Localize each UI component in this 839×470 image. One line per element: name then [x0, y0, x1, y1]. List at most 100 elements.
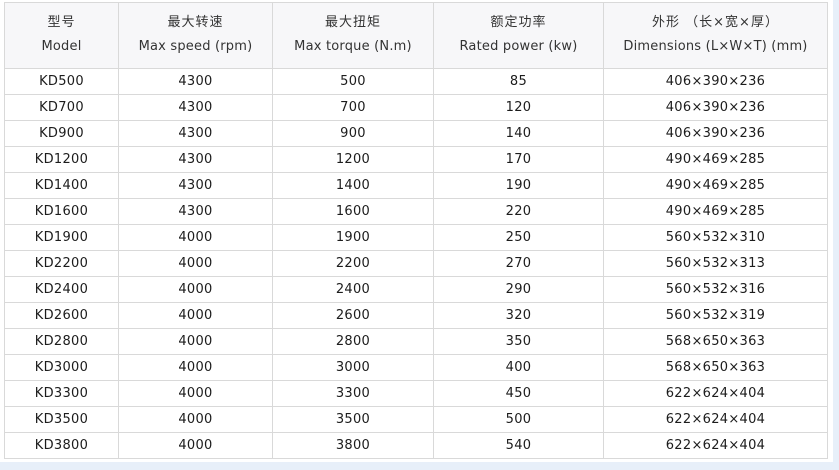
column-header-zh: 额定功率: [490, 15, 547, 30]
table-row: KD3300 4000 3300 450 622×624×404: [4, 380, 828, 407]
cell: 700: [272, 94, 434, 121]
column-header-zh: 外形 （长×宽×厚）: [652, 15, 779, 30]
cell: KD3300: [4, 380, 119, 407]
cell: KD3800: [4, 432, 119, 459]
column-header-3: 额定功率 Rated power (kw): [433, 2, 604, 69]
cell: 4000: [118, 302, 273, 329]
cell: 560×532×313: [603, 250, 828, 277]
cell: 120: [433, 94, 604, 121]
cell: 4300: [118, 94, 273, 121]
cell: KD1600: [4, 198, 119, 225]
cell: 140: [433, 120, 604, 147]
cell: 320: [433, 302, 604, 329]
cell: 568×650×363: [603, 354, 828, 381]
cell: 1200: [272, 146, 434, 173]
table-row: KD2800 4000 2800 350 568×650×363: [4, 328, 828, 355]
table-row: KD1600 4300 1600 220 490×469×285: [4, 198, 828, 225]
cell: 4000: [118, 354, 273, 381]
cell: 560×532×310: [603, 224, 828, 251]
cell: KD2600: [4, 302, 119, 329]
cell: 2400: [272, 276, 434, 303]
cell: 4000: [118, 432, 273, 459]
cell: 490×469×285: [603, 172, 828, 199]
cell: 450: [433, 380, 604, 407]
cell: 3800: [272, 432, 434, 459]
cell: KD2400: [4, 276, 119, 303]
column-header-en: Rated power (kw): [459, 39, 578, 54]
cell: 3300: [272, 380, 434, 407]
cell: KD2200: [4, 250, 119, 277]
table-row: KD3800 4000 3800 540 622×624×404: [4, 432, 828, 459]
cell: KD700: [4, 94, 119, 121]
cell: 622×624×404: [603, 406, 828, 433]
table-row: KD1900 4000 1900 250 560×532×310: [4, 224, 828, 251]
cell: 250: [433, 224, 604, 251]
cell: 4300: [118, 68, 273, 95]
cell: 1600: [272, 198, 434, 225]
spec-table: 型号 Model 最大转速 Max speed (rpm) 最大扭矩 Max torque…: [4, 2, 828, 459]
table-row: KD500 4300 500 85 406×390×236: [4, 68, 828, 95]
column-header-1: 最大转速 Max speed (rpm): [118, 2, 273, 69]
cell: 1400: [272, 172, 434, 199]
cell: KD2800: [4, 328, 119, 355]
cell: 490×469×285: [603, 198, 828, 225]
column-header-zh: 最大扭矩: [324, 15, 381, 30]
cell: 2600: [272, 302, 434, 329]
cell: 406×390×236: [603, 120, 828, 147]
cell: 400: [433, 354, 604, 381]
cell: 406×390×236: [603, 68, 828, 95]
cell: 3500: [272, 406, 434, 433]
cell: 622×624×404: [603, 432, 828, 459]
cell: 4000: [118, 250, 273, 277]
cell: 4000: [118, 224, 273, 251]
header-row: 型号 Model 最大转速 Max speed (rpm) 最大扭矩 Max torque…: [4, 2, 828, 69]
cell: 560×532×316: [603, 276, 828, 303]
column-header-en: Max torque (N.m): [294, 39, 412, 54]
table-row: KD2600 4000 2600 320 560×532×319: [4, 302, 828, 329]
table-row: KD700 4300 700 120 406×390×236: [4, 94, 828, 121]
cell: 290: [433, 276, 604, 303]
column-header-zh: 最大转速: [167, 15, 224, 30]
cell: 500: [433, 406, 604, 433]
cell: 4000: [118, 276, 273, 303]
cell: KD1900: [4, 224, 119, 251]
cell: 4300: [118, 172, 273, 199]
cell: 4000: [118, 406, 273, 433]
cell: 4300: [118, 198, 273, 225]
cell: 1900: [272, 224, 434, 251]
table-row: KD900 4300 900 140 406×390×236: [4, 120, 828, 147]
table-row: KD3500 4000 3500 500 622×624×404: [4, 406, 828, 433]
cell: KD1400: [4, 172, 119, 199]
cell: 2800: [272, 328, 434, 355]
cell: 500: [272, 68, 434, 95]
cell: KD3000: [4, 354, 119, 381]
table-row: KD2200 4000 2200 270 560×532×313: [4, 250, 828, 277]
cell: 4300: [118, 146, 273, 173]
cell: 350: [433, 328, 604, 355]
cell: 170: [433, 146, 604, 173]
table-row: KD1200 4300 1200 170 490×469×285: [4, 146, 828, 173]
cell: 85: [433, 68, 604, 95]
column-header-en: Dimensions (L×W×T) (mm): [623, 39, 808, 54]
cell: KD3500: [4, 406, 119, 433]
table-row: KD1400 4300 1400 190 490×469×285: [4, 172, 828, 199]
cell: 4000: [118, 380, 273, 407]
column-header-2: 最大扭矩 Max torque (N.m): [272, 2, 434, 69]
cell: 560×532×319: [603, 302, 828, 329]
spec-table-head: 型号 Model 最大转速 Max speed (rpm) 最大扭矩 Max torque…: [4, 2, 828, 69]
cell: 3000: [272, 354, 434, 381]
column-header-en: Model: [41, 39, 82, 54]
cell: 490×469×285: [603, 146, 828, 173]
column-header-zh: 型号: [47, 15, 76, 30]
cell: 900: [272, 120, 434, 147]
cell: KD900: [4, 120, 119, 147]
column-header-4: 外形 （长×宽×厚） Dimensions (L×W×T) (mm): [603, 2, 828, 69]
column-header-en: Max speed (rpm): [138, 39, 253, 54]
spec-table-body: KD500 4300 500 85 406×390×236 KD700 4300 700 120…: [4, 68, 828, 459]
cell: 270: [433, 250, 604, 277]
cell: 540: [433, 432, 604, 459]
cell: 622×624×404: [603, 380, 828, 407]
cell: 406×390×236: [603, 94, 828, 121]
cell: 190: [433, 172, 604, 199]
content-panel: 型号 Model 最大转速 Max speed (rpm) 最大扭矩 Max torque…: [0, 0, 833, 462]
